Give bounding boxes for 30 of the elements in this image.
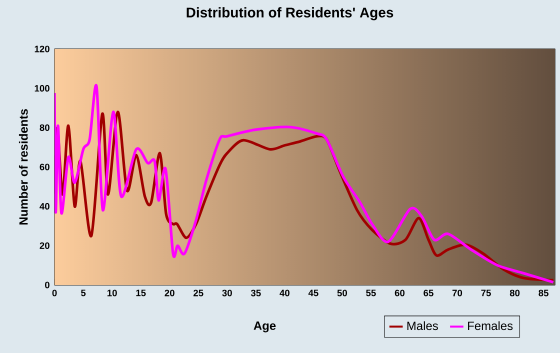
y-tick-label: 60 [40,164,50,170]
x-tick-label: 0 [52,290,57,296]
y-tick-label: 100 [34,85,50,92]
x-tick-label: 40 [280,290,290,296]
x-tick-label: 80 [510,290,520,296]
x-tick-label: 15 [136,290,146,296]
x-tick-label: 70 [452,290,462,296]
x-tick-label: 65 [424,290,434,296]
x-tick-label: 5 [81,290,86,296]
x-tick-label: 45 [308,290,318,296]
x-tick-label: 30 [222,290,232,296]
y-tick-label: 120 [34,46,50,52]
y-tick-label: 40 [40,203,50,210]
x-tick-label: 85 [538,290,548,296]
y-axis-title: Number of residents [18,109,28,225]
x-tick-label: 25 [193,290,204,296]
legend-label: Females [468,321,513,330]
x-tick-label: 50 [337,290,347,296]
x-tick-label: 75 [481,290,491,296]
x-tick-label: 60 [394,290,405,296]
y-tick-label: 0 [45,282,50,288]
chart-title: Distribution of Residents' Ages [186,7,394,20]
x-tick-label: 35 [250,290,261,296]
x-tick-label: 20 [164,290,174,296]
x-tick-label: 10 [107,290,117,296]
x-tick-label: 55 [366,290,376,296]
y-tick-label: 20 [40,242,50,249]
y-tick-label: 80 [40,124,50,131]
legend-label: Males [407,321,438,330]
x-axis-title: Age [254,322,276,332]
